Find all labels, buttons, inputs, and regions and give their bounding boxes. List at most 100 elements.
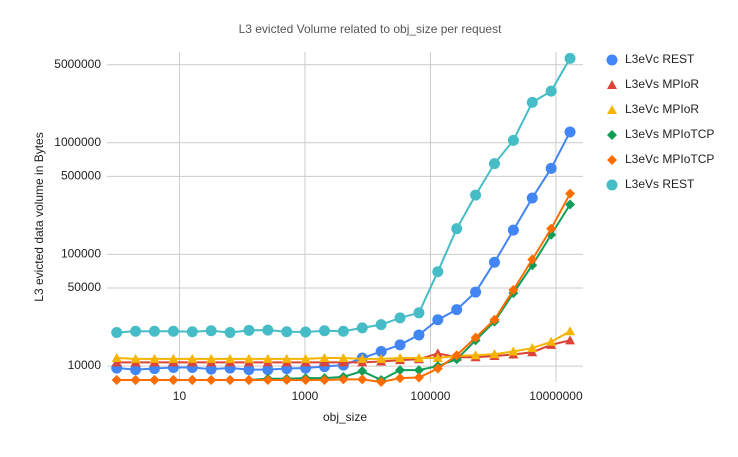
- y-tick-label: 5000000: [54, 57, 101, 71]
- point: [545, 162, 557, 174]
- legend-marker: [607, 105, 617, 114]
- point: [187, 375, 198, 386]
- point: [432, 314, 444, 326]
- point: [168, 353, 179, 363]
- point: [148, 325, 160, 337]
- legend-label: L3eVs MPIoR: [625, 77, 699, 91]
- legend-label: L3eVc REST: [625, 52, 695, 66]
- point: [319, 353, 330, 363]
- point: [395, 373, 406, 384]
- point: [489, 314, 500, 325]
- y-tick-label: 1000000: [54, 135, 101, 149]
- point: [545, 85, 557, 97]
- point: [451, 304, 463, 316]
- point: [470, 286, 482, 298]
- point: [225, 375, 236, 386]
- point: [243, 324, 255, 336]
- y-tick-label: 50000: [68, 280, 102, 294]
- point: [262, 353, 273, 363]
- point: [338, 353, 349, 363]
- point: [357, 374, 368, 385]
- point: [395, 353, 406, 363]
- point: [130, 375, 141, 386]
- point: [546, 223, 557, 234]
- y-tick-label: 100000: [61, 247, 101, 261]
- x-tick-label: 10: [173, 389, 187, 403]
- point: [375, 346, 387, 358]
- point: [319, 375, 330, 386]
- point: [167, 325, 179, 337]
- point: [356, 322, 368, 334]
- legend-label: L3eVc MPIoR: [625, 102, 699, 116]
- point: [111, 353, 122, 363]
- point: [225, 353, 236, 363]
- y-tick-label: 500000: [61, 169, 101, 183]
- point: [262, 364, 274, 376]
- legend-marker: [606, 179, 618, 191]
- point: [262, 375, 273, 386]
- point: [565, 188, 576, 199]
- x-tick-label: 100000: [410, 389, 450, 403]
- point: [546, 336, 557, 346]
- point: [432, 363, 443, 374]
- point: [527, 343, 538, 353]
- point: [413, 372, 424, 383]
- point: [394, 339, 406, 351]
- point: [357, 366, 368, 377]
- point: [395, 365, 406, 376]
- point: [527, 254, 538, 265]
- point: [394, 312, 406, 324]
- point: [413, 307, 425, 319]
- legend-marker: [607, 155, 617, 165]
- point: [508, 285, 519, 296]
- point: [281, 375, 292, 386]
- x-tick-label: 10000000: [529, 389, 583, 403]
- point: [564, 126, 576, 138]
- point: [526, 192, 538, 204]
- point: [130, 325, 142, 337]
- point: [432, 266, 444, 278]
- legend-label: L3eVc MPIoTCP: [625, 152, 714, 166]
- point: [243, 375, 254, 386]
- legend-label: L3eVs REST: [625, 177, 695, 191]
- point: [451, 350, 462, 361]
- point: [111, 375, 122, 386]
- point: [508, 346, 519, 356]
- legend-label: L3eVs MPIoTCP: [625, 127, 714, 141]
- point: [206, 353, 217, 363]
- point: [318, 325, 330, 337]
- legend-marker: [606, 54, 618, 66]
- point: [300, 375, 311, 386]
- chart-title: L3 evicted Volume related to obj_size pe…: [239, 22, 502, 36]
- point: [224, 326, 236, 338]
- point: [281, 353, 292, 363]
- point: [470, 189, 482, 201]
- point: [149, 353, 160, 363]
- point: [281, 326, 293, 338]
- point: [488, 158, 500, 170]
- point: [432, 348, 443, 358]
- point: [187, 353, 198, 363]
- point: [564, 52, 576, 64]
- point: [168, 375, 179, 386]
- point: [130, 353, 141, 363]
- point: [337, 325, 349, 337]
- x-tick-label: 1000: [292, 389, 319, 403]
- point: [451, 223, 463, 235]
- point: [375, 319, 387, 331]
- point: [470, 350, 481, 360]
- point: [262, 324, 274, 336]
- point: [565, 199, 576, 210]
- point: [432, 353, 443, 363]
- x-axis-label: obj_size: [323, 410, 367, 424]
- point: [413, 365, 424, 376]
- point: [470, 332, 481, 343]
- point: [507, 134, 519, 146]
- point: [300, 326, 312, 338]
- point: [186, 326, 198, 338]
- point: [130, 364, 142, 376]
- point: [300, 353, 311, 363]
